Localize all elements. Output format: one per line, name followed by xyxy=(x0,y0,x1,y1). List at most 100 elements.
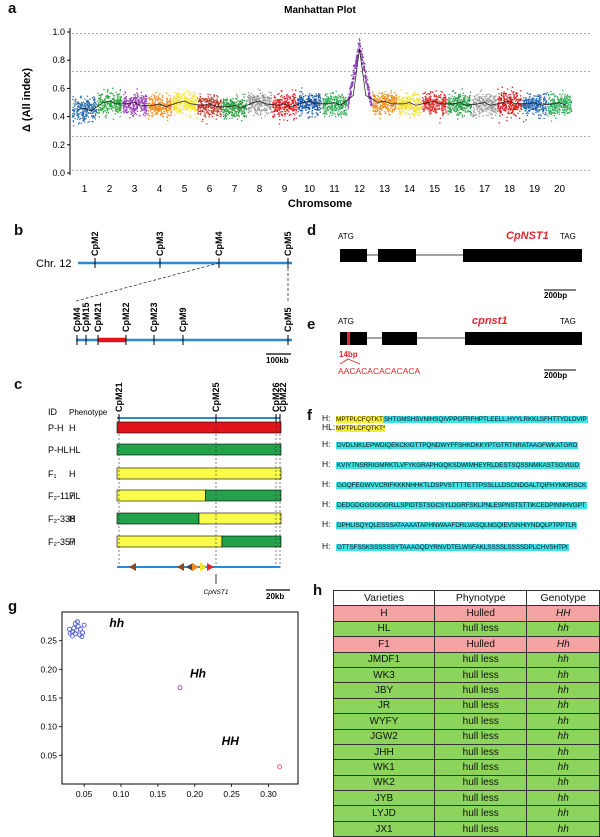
x-tick-label: 0.10 xyxy=(113,789,130,799)
insertion-size: 14bp xyxy=(339,350,358,359)
seq-body: SHTGMSHSVNIHSQIVPPGFRFHPTLEELL.HYYLRKKLS… xyxy=(383,416,588,423)
chromosome-4-points xyxy=(147,92,172,121)
chart-title: Manhattan Plot xyxy=(284,5,356,16)
scale-label-d: 200bp xyxy=(544,291,567,300)
chromosome-tick-label: 9 xyxy=(282,184,288,195)
chromosome-tick-label: 10 xyxy=(304,184,316,195)
zoom-line-left xyxy=(76,263,219,301)
chromosome-tick-label: 1 xyxy=(82,184,88,195)
cell-variety: JHH xyxy=(334,744,435,759)
cell-variety: JGW2 xyxy=(334,729,435,744)
seq-body: GGQFEGWVVCRIFKKKNHHKTLDSPVSTTTTETTPSSLLL… xyxy=(336,482,587,489)
seq-line-2: HL:MPTPLCFQTKT* xyxy=(322,423,385,433)
genotype-bar xyxy=(117,422,281,433)
exon-1 xyxy=(340,249,367,262)
cell-genotype: hh xyxy=(527,760,600,775)
marker-label: CpM5 xyxy=(283,308,293,333)
header-id: ID xyxy=(48,407,58,417)
chr-label: Chr. 12 xyxy=(36,258,71,270)
chromosome-tick-label: 6 xyxy=(207,184,213,195)
cell-phenotype: hull less xyxy=(434,667,527,682)
gene-arrow xyxy=(192,563,199,571)
cell-phenotype: hull less xyxy=(434,698,527,713)
chromosome-tick-label: 14 xyxy=(404,184,416,195)
chromosome-1-points xyxy=(72,96,97,127)
chromosome-3-points xyxy=(122,88,147,118)
seq-prefix: MPTPLCFQTKT* xyxy=(336,425,385,432)
cell-variety: F1 xyxy=(334,637,435,652)
seq-header: H: xyxy=(322,440,336,449)
cell-variety: JYB xyxy=(334,791,435,806)
cell-genotype: hh xyxy=(527,667,600,682)
cell-genotype: hh xyxy=(527,791,600,806)
stop-codon: TAG xyxy=(560,232,576,241)
marker-label: CpM5 xyxy=(283,232,293,257)
cell-variety: JBY xyxy=(334,683,435,698)
seq-header: H: xyxy=(322,520,336,529)
marker-label: CpM9 xyxy=(178,308,188,333)
cell-genotype: hh xyxy=(527,744,600,759)
exon-3 xyxy=(463,249,582,262)
cell-phenotype: hull less xyxy=(434,683,527,698)
chromosome-6-points xyxy=(197,93,222,124)
exon-2 xyxy=(378,249,416,262)
seq-line-5: H:GGQFEGWVVCRIFKKKNHHKTLDSPVSTTTTETTPSSL… xyxy=(322,480,587,490)
y-tick-label: 0.25 xyxy=(40,636,57,646)
cell-genotype: hh xyxy=(527,714,600,729)
scatter-point xyxy=(82,623,86,627)
cell-phenotype: hull less xyxy=(434,791,527,806)
cell-variety: JR xyxy=(334,698,435,713)
cell-variety: WK2 xyxy=(334,775,435,790)
stop-codon: TAG xyxy=(560,317,576,326)
x-tick-label: 0.05 xyxy=(76,789,93,799)
cluster-HH xyxy=(278,765,282,769)
cell-phenotype: hull less xyxy=(434,744,527,759)
chromosome-20-points xyxy=(547,90,572,122)
marker-label: CpM25 xyxy=(211,382,221,412)
gene-arrow xyxy=(207,563,214,571)
genotype-segment xyxy=(117,536,222,547)
seq-header: H: xyxy=(322,500,336,509)
seq-body: DVDLNKLEPWDIQEKCKIGTTPQNDWYFFSHKDKKYPTGT… xyxy=(336,442,578,449)
exon-1 xyxy=(340,332,367,345)
cell-phenotype: hull less xyxy=(434,729,527,744)
gene-name: CpNST1 xyxy=(204,589,229,596)
genotype-segment xyxy=(222,536,281,547)
chromosome-tick-label: 17 xyxy=(479,184,491,195)
y-tick-label: 1.0 xyxy=(52,27,65,37)
seq-line-6: H:DEDGDGGGGGGRLLSPIDTSTSGCSYLDGRFSKLPNLE… xyxy=(322,500,587,510)
cell-phenotype: Hulled xyxy=(434,606,527,621)
cell-phenotype: hull less xyxy=(434,714,527,729)
chromosome-9-points xyxy=(272,89,297,124)
seq-header: H: xyxy=(322,460,336,469)
cluster-label: Hh xyxy=(190,667,206,681)
y-axis: 0.00.20.40.60.81.0 xyxy=(52,27,70,178)
seq-header: H: xyxy=(322,480,336,489)
gene-arrow xyxy=(200,562,206,572)
genotype-segment xyxy=(206,490,281,501)
cell-variety: H xyxy=(334,606,435,621)
chromosome-tick-label: 18 xyxy=(504,184,516,195)
x-tick-label: 0.30 xyxy=(260,789,277,799)
cluster-label: hh xyxy=(109,616,124,630)
gene-arrow xyxy=(177,563,184,571)
x-tick-label: 0.15 xyxy=(150,789,167,799)
seq-body: DEDGDGGGGGGRLLSPIDTSTSGCSYLDGRFSKLPNLESP… xyxy=(336,502,587,509)
x-axis-label: Chromsome xyxy=(288,198,352,210)
gene-structure-mutant: ATG TAG cpnst1 14bp AACACACACACACA 200bp xyxy=(300,312,600,404)
protein-alignment: H:MPTPLCFQTKTSHTGMSHSVNIHSQIVPPGFRFHPTLE… xyxy=(322,414,600,564)
marker-label: CpM22 xyxy=(278,382,288,412)
insert-pointer-left xyxy=(340,359,348,364)
